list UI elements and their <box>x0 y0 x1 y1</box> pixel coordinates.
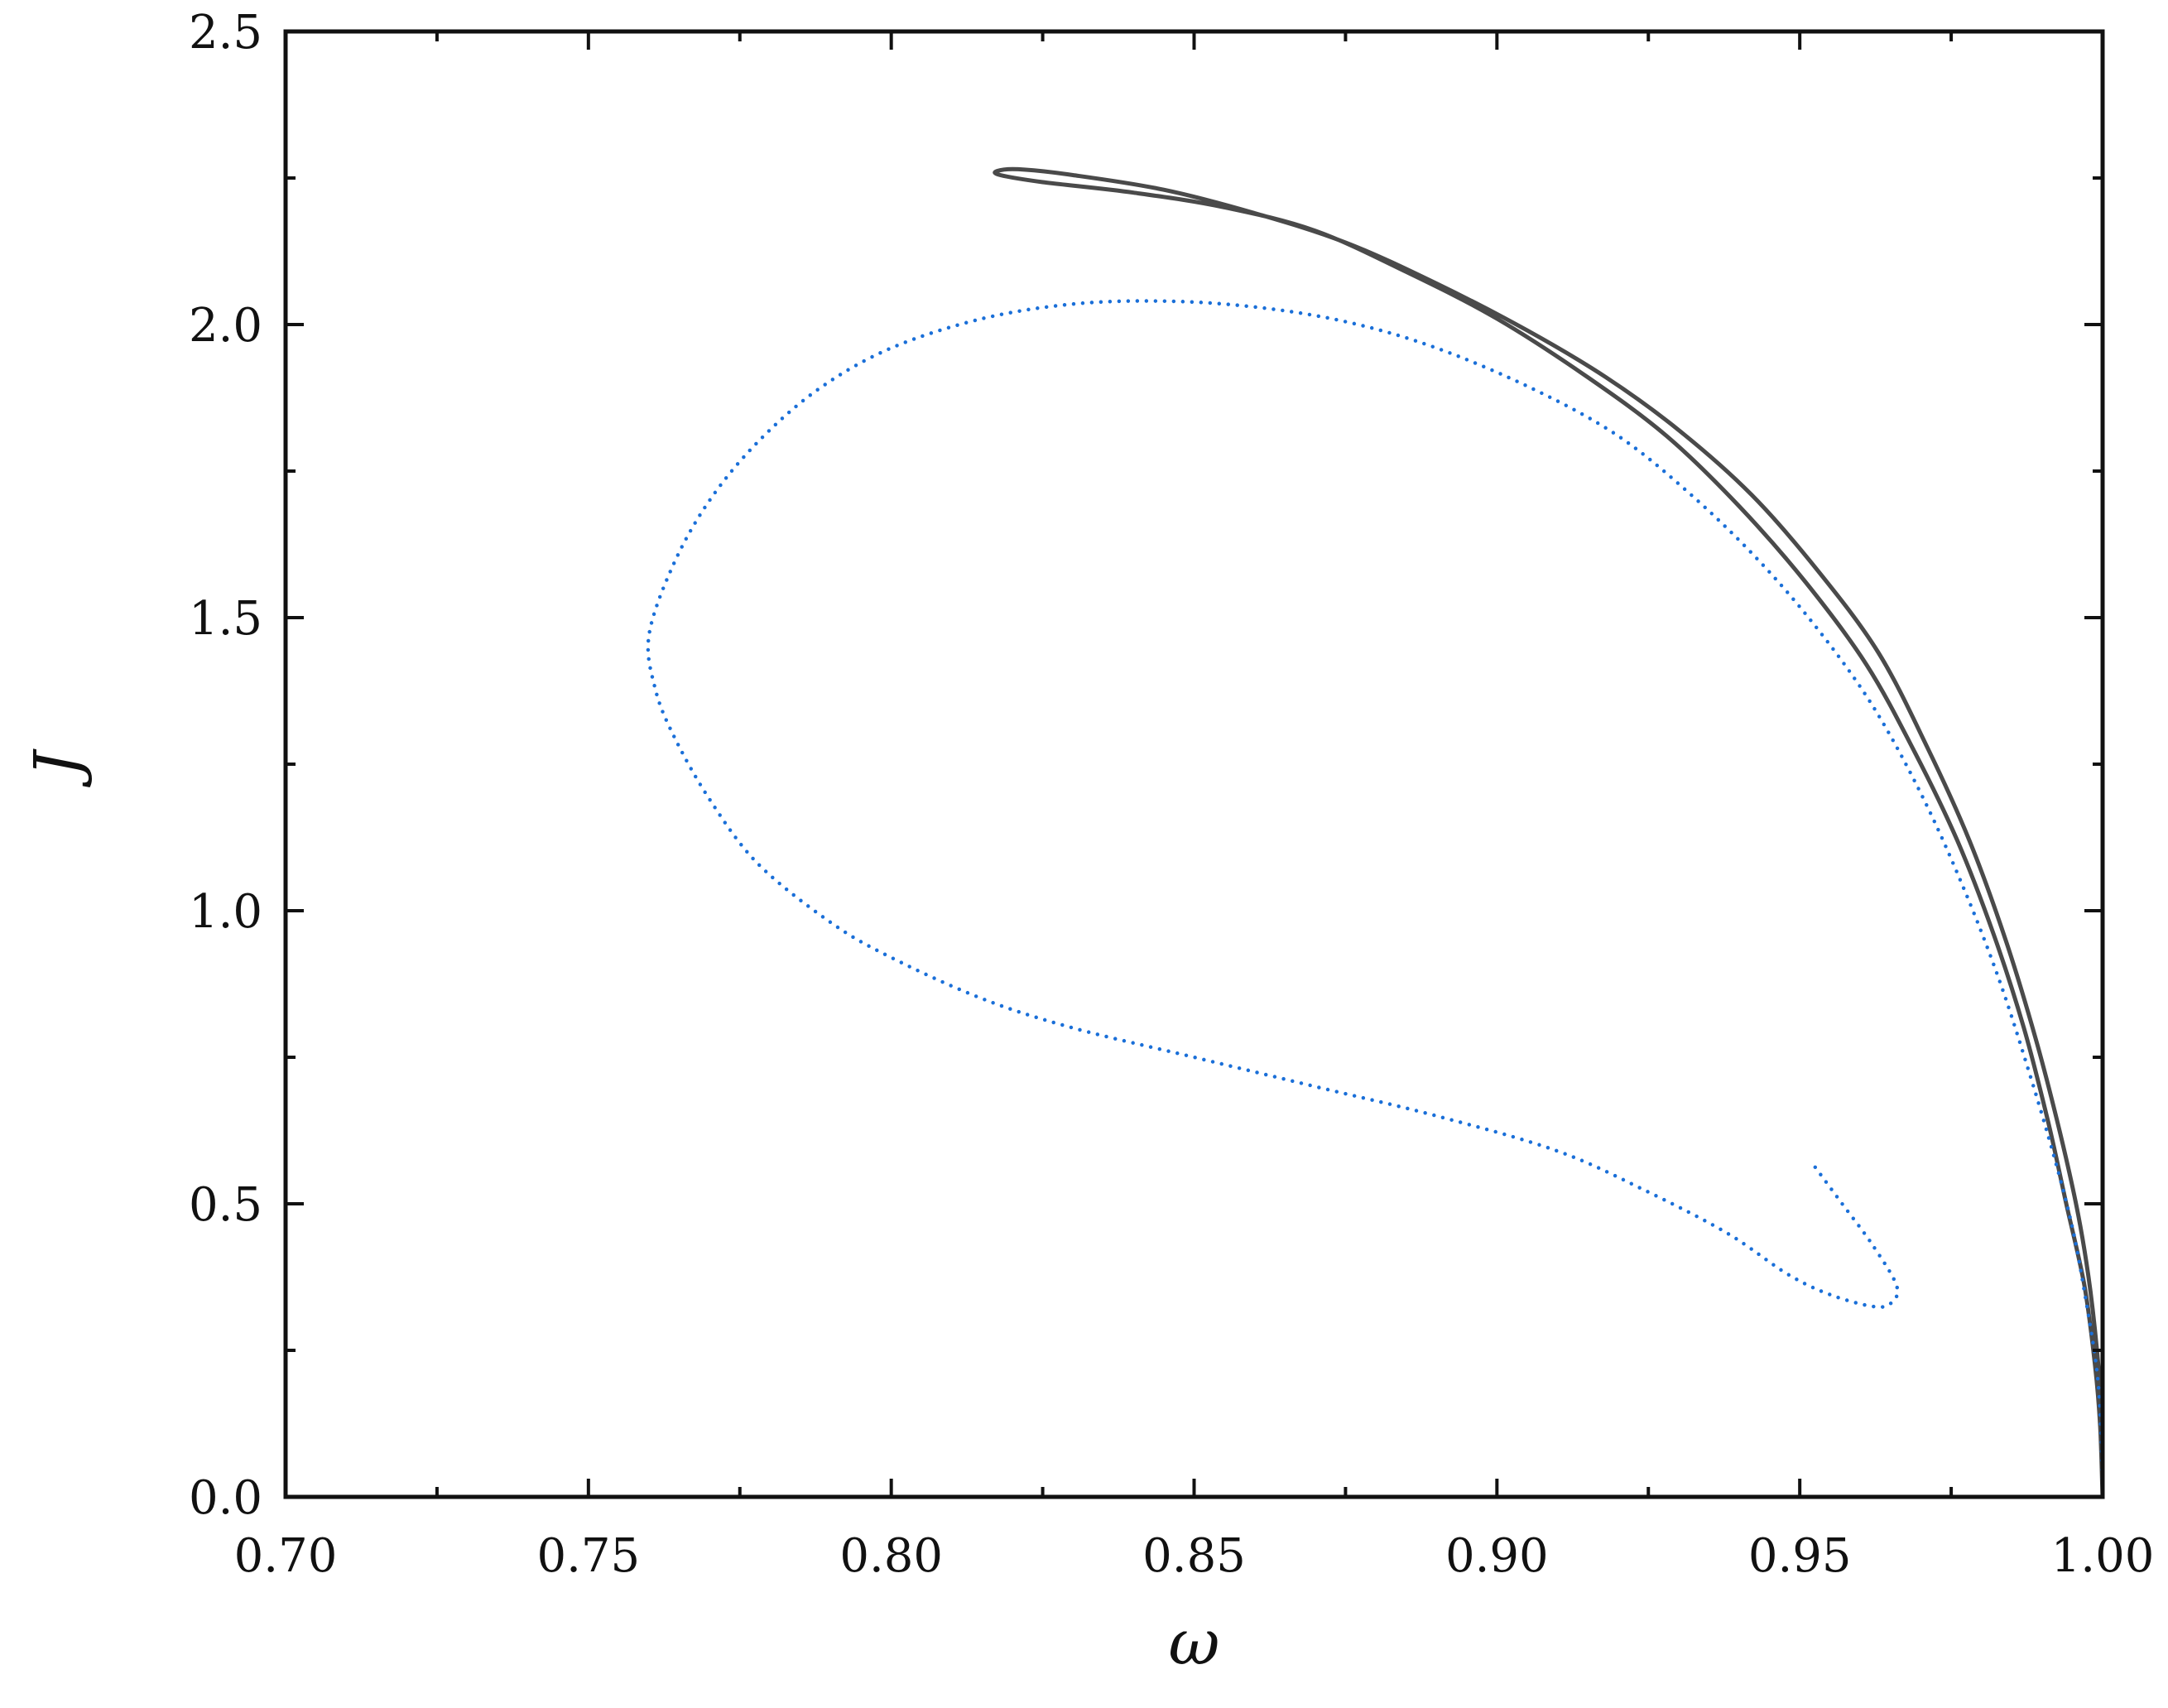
y-tick-label: 0.5 <box>189 1178 262 1232</box>
y-tick-label: 2.5 <box>189 6 262 60</box>
x-tick-label: 0.90 <box>1445 1529 1549 1583</box>
y-tick-label: 0.0 <box>189 1471 262 1525</box>
labels-layer: 0.70 0.75 0.80 0.85 0.90 0.95 1.00 0.0 0.5 1.0 1.5… <box>189 6 2154 1583</box>
series-line-2 <box>646 299 2105 1499</box>
ticks-layer <box>284 30 2104 1499</box>
series-line-1 <box>993 166 2105 1499</box>
x-tick-label: 0.70 <box>234 1529 338 1583</box>
x-axis-label: ω <box>1169 1605 1220 1679</box>
y-tick-label: 2.0 <box>189 299 262 353</box>
series-layer <box>646 166 2105 1499</box>
y-tick-label: 1.5 <box>189 592 262 646</box>
y-tick-label: 1.0 <box>189 885 262 939</box>
x-tick-label: 0.75 <box>536 1529 640 1583</box>
x-tick-label: 0.80 <box>839 1529 943 1583</box>
x-tick-label: 0.85 <box>1142 1529 1246 1583</box>
x-tick-label: 0.95 <box>1748 1529 1852 1583</box>
x-tick-label: 1.00 <box>2051 1529 2155 1583</box>
plot-frame <box>283 29 2105 1499</box>
y-axis-label: J <box>20 748 94 787</box>
